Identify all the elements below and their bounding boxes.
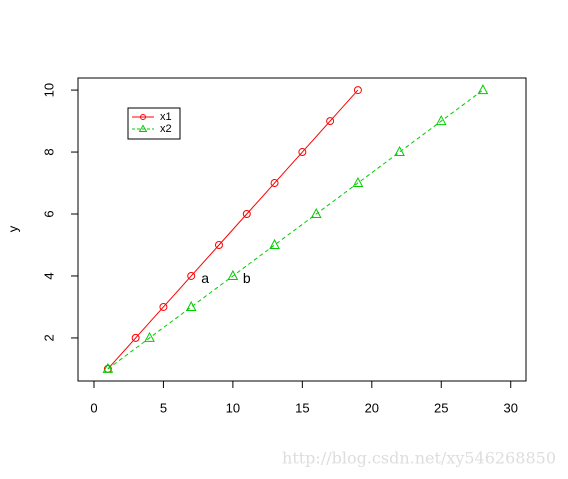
marker: [214, 240, 223, 249]
marker: [352, 176, 364, 188]
series-line: [107, 89, 484, 370]
marker: [131, 333, 140, 342]
marker: [435, 114, 447, 126]
legend-marker: [140, 114, 146, 120]
y-tick-label: 4: [41, 272, 56, 279]
y-tick-label: 10: [41, 83, 56, 97]
legend-box: [127, 107, 181, 140]
x-tick-label: 25: [434, 400, 448, 415]
marker: [227, 269, 239, 280]
x-tick-label: 30: [503, 400, 517, 415]
x-tick-label: 10: [226, 400, 240, 415]
legend-label: x2: [160, 123, 172, 135]
marker: [270, 179, 279, 188]
marker: [394, 145, 405, 157]
y-tick-label: 2: [41, 334, 56, 341]
legend-marker: [138, 124, 148, 132]
x-tick-label: 15: [295, 400, 309, 415]
annotation: b: [243, 270, 251, 286]
y-tick-label: 6: [41, 210, 56, 217]
marker: [326, 117, 335, 126]
marker: [144, 331, 155, 342]
x-tick-label: 20: [365, 400, 379, 415]
annotation: a: [201, 270, 209, 286]
marker: [477, 84, 489, 95]
y-tick-label: 8: [41, 148, 56, 155]
marker: [269, 238, 280, 249]
x-tick-label: 5: [160, 400, 167, 415]
marker: [353, 86, 362, 95]
watermark: http://blog.csdn.net/xy546268850: [282, 449, 556, 468]
marker: [310, 207, 322, 219]
y-axis-label: y: [5, 225, 20, 232]
x-tick-label: 0: [90, 400, 97, 415]
marker: [242, 210, 251, 219]
marker: [102, 362, 114, 373]
marker: [298, 148, 307, 157]
legend-label: x1: [160, 111, 172, 123]
marker: [187, 271, 196, 280]
marker: [185, 300, 197, 311]
marker: [159, 302, 168, 311]
series-line: [107, 89, 359, 370]
